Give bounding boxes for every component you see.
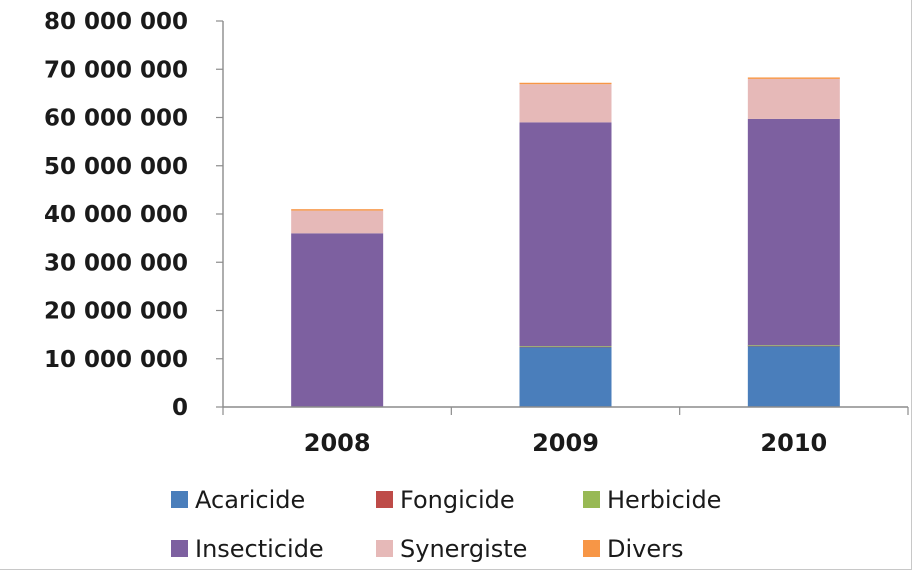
bar-segment-herbicide-2010 [747,345,840,347]
x-tick-label: 2008 [304,429,371,457]
bar-segment-acaricide-2009 [519,346,612,407]
bar-segment-divers-2010 [747,77,840,79]
legend-swatch-divers [583,540,600,557]
bar-segment-herbicide-2009 [519,346,612,348]
y-tick-label: 80 000 000 [44,9,188,35]
y-tick-label: 10 000 000 [44,347,188,373]
legend-label-divers: Divers [607,535,684,563]
bar-segment-divers-2008 [291,209,384,211]
bar-segment-divers-2009 [519,82,612,85]
legend-swatch-insecticide [171,540,188,557]
legend-swatch-herbicide [583,491,600,508]
bar-segment-synergiste-2008 [291,210,384,234]
bar-segment-acaricide-2010 [747,345,840,407]
legend-swatch-synergiste [376,540,393,557]
x-tick-label: 2009 [532,429,599,457]
y-tick-label: 70 000 000 [44,57,188,83]
y-tick-label: 60 000 000 [44,106,188,132]
legend-label-acaricide: Acaricide [195,486,305,514]
axes [216,20,909,415]
x-tick-label: 2010 [760,429,827,457]
legend-swatch-fongicide [376,491,393,508]
bar-segment-insecticide-2008 [291,233,384,407]
y-axis-tick-labels: 0 10 000 000 20 000 000 30 000 000 40 000 00… [44,9,188,421]
y-tick-label: 0 [172,395,188,421]
legend-label-herbicide: Herbicide [607,486,721,514]
legend-label-synergiste: Synergiste [400,535,527,563]
legend-swatch-acaricide [171,491,188,508]
legend-label-fongicide: Fongicide [400,486,515,514]
bar-segment-synergiste-2010 [747,78,840,119]
legend-label-insecticide: Insecticide [195,535,324,563]
bar-segment-insecticide-2010 [747,118,840,346]
bar-segment-insecticide-2009 [519,122,612,347]
y-tick-label: 40 000 000 [44,202,188,228]
y-tick-label: 50 000 000 [44,154,188,180]
y-tick-label: 30 000 000 [44,250,188,276]
plot-area [291,77,840,407]
legend: Acaricide Fongicide Herbicide Insecticide Sy… [171,486,721,563]
bar-segment-synergiste-2009 [519,84,612,123]
x-axis-tick-labels: 2008 2009 2010 [304,429,827,457]
y-tick-label: 20 000 000 [44,299,188,325]
